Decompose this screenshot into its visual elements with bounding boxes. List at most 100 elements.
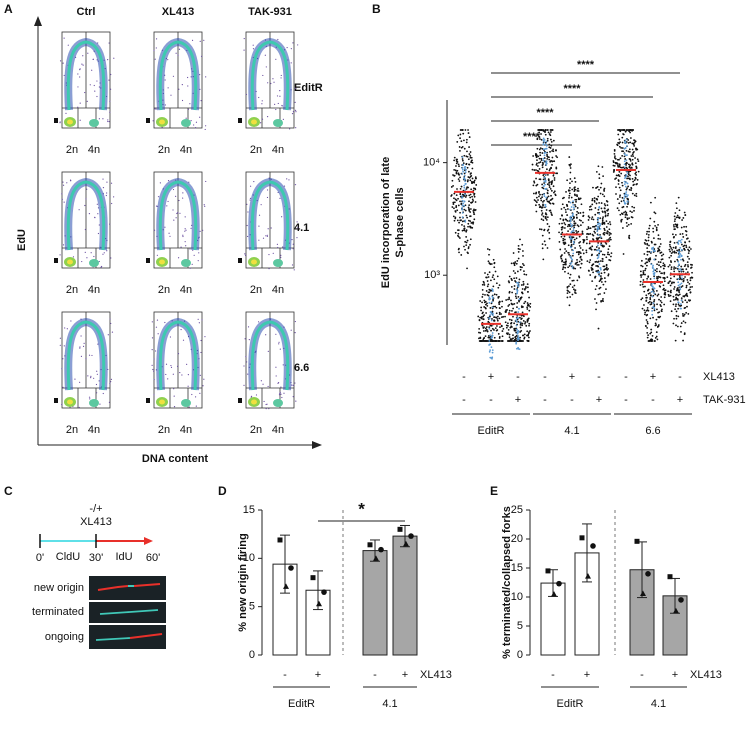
- dot-cloud: [467, 132, 470, 134]
- dot-cloud: [680, 322, 683, 324]
- dot-cloud: [541, 152, 544, 154]
- dot-cloud: [640, 298, 643, 301]
- dot-cloud: [548, 184, 551, 187]
- dot-cloud: [469, 238, 472, 241]
- dot-cloud: [621, 147, 624, 149]
- dot-cloud: [540, 159, 543, 162]
- dot-cloud: [546, 200, 549, 203]
- dot-cloud: [569, 228, 572, 230]
- dot-cloud: [550, 144, 553, 147]
- dot-cloud: [482, 315, 485, 318]
- dot-cloud: [566, 179, 569, 182]
- dot-cloud: [456, 219, 459, 222]
- dot-cloud: [542, 185, 545, 187]
- dot-cloud: [488, 248, 491, 251]
- dot-cloud: [517, 247, 520, 250]
- dot-cloud: [605, 232, 608, 234]
- dot-cloud: [492, 314, 494, 317]
- population: [159, 119, 165, 125]
- dot-cloud: [614, 157, 617, 160]
- dot-cloud: [562, 239, 565, 242]
- population: [66, 40, 106, 111]
- event: [292, 248, 294, 250]
- dot-cloud: [623, 180, 626, 183]
- event: [59, 344, 61, 346]
- event: [156, 319, 159, 321]
- dot-cloud: [684, 321, 687, 324]
- dot-cloud: [610, 252, 613, 255]
- dot-cloud: [543, 154, 546, 157]
- dot-cloud: [670, 254, 672, 257]
- dot-cloud: [515, 319, 518, 322]
- dot-cloud: [512, 307, 515, 310]
- dot-cloud: [542, 137, 545, 140]
- dot-cloud: [596, 219, 599, 222]
- dot-cloud: [683, 295, 686, 298]
- dot-cloud: [598, 249, 601, 252]
- dot-cloud: [506, 333, 509, 335]
- dot-cloud: [492, 258, 495, 261]
- dot-cloud: [663, 265, 666, 268]
- dot-cloud: [621, 196, 624, 199]
- event: [157, 196, 160, 198]
- dot-cloud: [538, 138, 541, 140]
- event: [155, 38, 158, 40]
- dot-cloud: [637, 160, 640, 163]
- dot-cloud: [486, 248, 489, 250]
- dot-cloud: [680, 241, 682, 244]
- dot-cloud: [653, 277, 656, 280]
- dot-cloud: [553, 177, 556, 179]
- dot-cloud: [581, 249, 584, 251]
- dot-cloud: [641, 297, 644, 300]
- dot-cloud: [567, 200, 570, 203]
- dot-cloud: [508, 333, 511, 336]
- point: [645, 571, 651, 577]
- dot-cloud: [601, 217, 604, 220]
- dot-cloud: [495, 293, 498, 296]
- dot-cloud: [588, 247, 591, 250]
- dot-cloud: [498, 313, 501, 316]
- event: [286, 178, 288, 180]
- dot-cloud: [601, 245, 604, 248]
- dot-cloud: [625, 149, 628, 152]
- dot-cloud: [555, 149, 557, 151]
- dot-cloud: [459, 200, 461, 203]
- dot-cloud: [646, 322, 649, 325]
- dot-cloud: [540, 157, 543, 160]
- dot-cloud: [569, 238, 572, 240]
- dot-cloud: [566, 286, 569, 289]
- dot-cloud: [541, 247, 544, 250]
- event: [72, 256, 75, 258]
- dot-cloud: [492, 299, 494, 302]
- dot-cloud: [573, 220, 576, 223]
- dot-cloud: [618, 209, 620, 212]
- dot-cloud: [679, 268, 682, 270]
- dot-cloud: [498, 317, 501, 320]
- dot-cloud: [670, 268, 673, 271]
- event: [62, 62, 64, 64]
- dot-cloud: [525, 324, 528, 327]
- dot-cloud: [691, 285, 693, 288]
- dot-cloud: [631, 211, 633, 213]
- event: [84, 204, 86, 207]
- dot-cloud: [598, 201, 601, 204]
- event: [189, 248, 191, 250]
- dot-cloud: [465, 182, 467, 185]
- dot-cloud: [546, 153, 548, 156]
- point: [640, 590, 646, 597]
- dot-cloud: [606, 253, 609, 256]
- event: [294, 109, 297, 112]
- dot-cloud: [582, 252, 585, 255]
- dot-cloud: [471, 182, 473, 184]
- dot-cloud: [535, 135, 537, 137]
- dot-cloud: [510, 340, 513, 342]
- dot-cloud: [564, 258, 567, 261]
- dot-cloud: [570, 257, 573, 260]
- dot-cloud: [524, 322, 526, 325]
- dot-cloud: [686, 255, 689, 258]
- event: [108, 79, 110, 81]
- label-name: IdU: [115, 551, 132, 563]
- dot-cloud: [673, 266, 676, 269]
- dot-cloud: [596, 198, 598, 200]
